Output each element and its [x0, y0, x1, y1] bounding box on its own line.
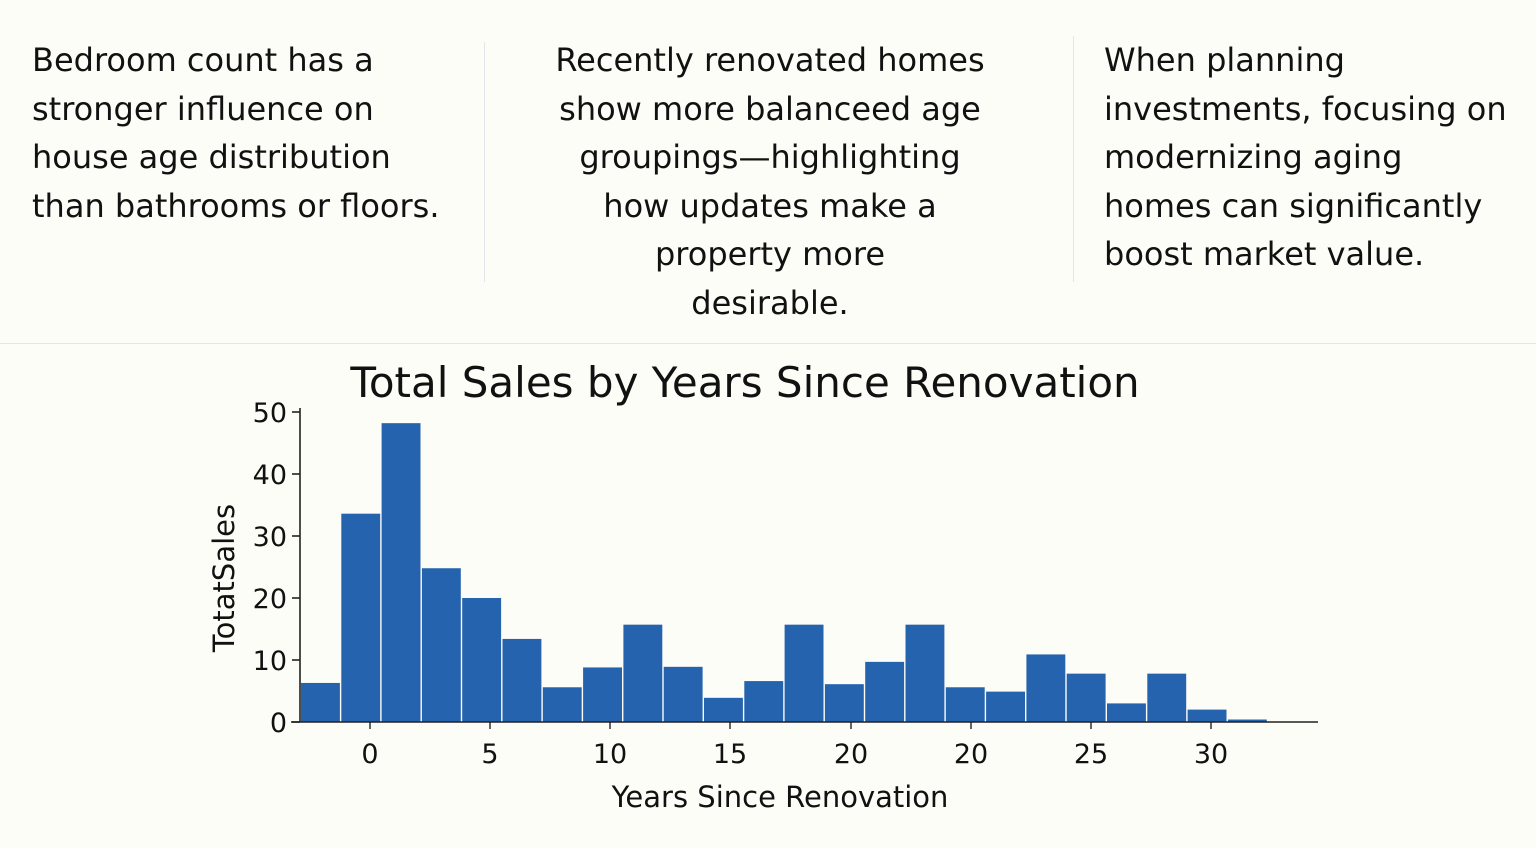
- y-axis-label: TotatSales: [207, 504, 241, 653]
- y-tick-label: 40: [253, 460, 287, 491]
- histogram-bar: [865, 661, 905, 722]
- histogram-bar: [1147, 673, 1187, 722]
- x-tick-label: 20: [954, 739, 988, 770]
- y-tick-label: 0: [270, 708, 287, 739]
- histogram-bar: [986, 691, 1025, 722]
- chart-title: Total Sales by Years Since Renovation: [350, 358, 1140, 407]
- histogram-bar: [1227, 719, 1267, 722]
- histogram-bar: [341, 513, 381, 722]
- histogram-bar: [502, 638, 542, 722]
- histogram-bar: [744, 681, 784, 722]
- y-tick-label: 20: [253, 584, 287, 615]
- histogram-bar: [462, 598, 502, 722]
- insight-text-3: When planning investments, focusing on m…: [1104, 41, 1507, 273]
- histogram-bar: [945, 687, 985, 722]
- x-axis-label: Years Since Renovation: [611, 780, 949, 814]
- insight-divider: [484, 42, 485, 282]
- histogram-bar: [542, 687, 582, 722]
- histogram-bar: [905, 624, 945, 722]
- insights-panel: Bedroom count has a stronger influence o…: [0, 0, 1536, 344]
- x-tick-label: 10: [593, 739, 627, 770]
- histogram-bar: [663, 666, 703, 722]
- histogram-bar: [1187, 709, 1227, 722]
- histogram-bar: [421, 568, 461, 722]
- insight-text-1: Bedroom count has a stronger influence o…: [32, 41, 440, 225]
- insight-divider: [1073, 36, 1074, 282]
- x-tick-label: 20: [834, 739, 868, 770]
- histogram-bar: [824, 684, 864, 722]
- y-tick-label: 50: [253, 398, 287, 429]
- x-tick-label: 5: [481, 739, 498, 770]
- histogram-bar: [301, 682, 340, 722]
- x-tick-label: 0: [361, 739, 378, 770]
- histogram-bar: [1026, 654, 1066, 722]
- histogram-bar: [583, 667, 622, 722]
- insight-text-2: Recently renovated homes show more balan…: [555, 41, 985, 322]
- histogram-bar: [784, 624, 824, 722]
- y-tick-label: 10: [253, 646, 287, 677]
- x-tick-label: 30: [1194, 739, 1228, 770]
- histogram-bar: [1066, 673, 1106, 722]
- histogram-bar: [1107, 703, 1146, 722]
- histogram-bar: [623, 624, 663, 722]
- histogram-bar: [381, 423, 421, 722]
- histogram-bar: [704, 697, 743, 722]
- x-tick-label: 25: [1074, 739, 1108, 770]
- x-tick-label: 15: [713, 739, 747, 770]
- y-tick-label: 30: [253, 522, 287, 553]
